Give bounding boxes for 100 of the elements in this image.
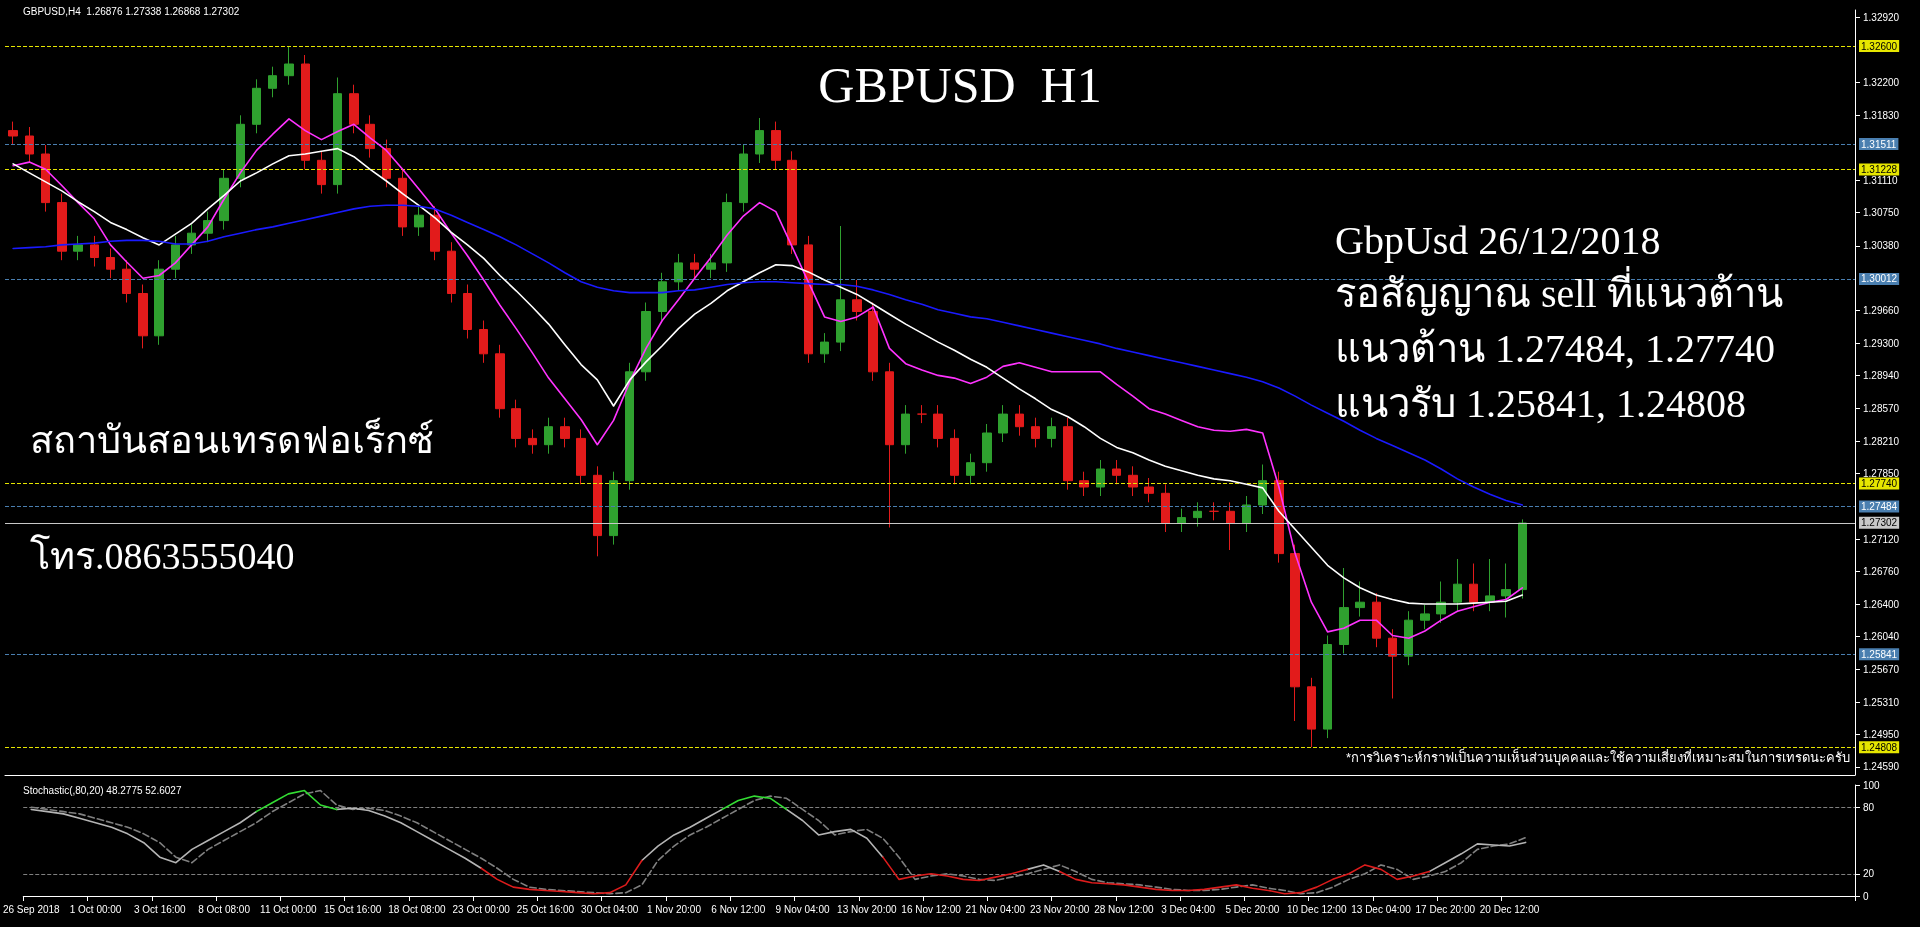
candlestick: [593, 465, 602, 557]
candlestick: [641, 302, 651, 382]
candlestick: [479, 320, 488, 364]
y-tick-label: 1.27850: [1863, 468, 1900, 479]
candlestick: [236, 114, 245, 188]
x-tick-label: 1 Nov 20:00: [647, 903, 702, 915]
annotation: โทร.0863555040: [30, 534, 295, 577]
y-tick-label: 1.26040: [1863, 630, 1900, 642]
candlestick: [1469, 563, 1478, 612]
annotation: *การวิเคราะห์กราฟเป็นความเห็นส่วนบุคคลและใช้ความเสี่ยงที่เหมาะสมในการเทรดนะครับ: [1345, 747, 1850, 766]
candlestick: [252, 78, 261, 134]
candlestick: [349, 84, 359, 134]
x-tick-label: 8 Oct 08:00: [198, 903, 251, 915]
candlestick: [447, 241, 456, 303]
candlestick: [73, 235, 83, 261]
x-tick-label: 1 Oct 00:00: [69, 903, 122, 915]
chart-title: Stochastic(,80,20) 48.2775 52.6027: [23, 784, 182, 796]
text: GBPUSD H1: [818, 57, 1102, 113]
x-tick-label: 5 Dec 20:00: [1225, 903, 1280, 915]
candlestick: [1209, 501, 1219, 521]
y-tick-label: 1.31830: [1863, 109, 1900, 121]
candlestick: [755, 117, 764, 164]
candlestick: [268, 66, 277, 98]
x-tick-label: 25 Oct 16:00: [516, 903, 575, 915]
candlestick: [674, 253, 683, 292]
candlestick: [106, 248, 115, 279]
candlestick: [1031, 417, 1040, 448]
x-tick-label: 16 Nov 12:00: [901, 903, 962, 915]
candlestick: [560, 417, 570, 448]
y-tick-label: 1.28940: [1863, 369, 1900, 381]
candlestick: [1226, 501, 1235, 551]
x-tick-label: 11 Oct 00:00: [260, 903, 318, 915]
candlestick: [511, 399, 521, 448]
candlestick: [1242, 495, 1251, 533]
x-tick-label: 13 Nov 20:00: [837, 903, 897, 915]
candlestick: [852, 279, 862, 321]
candlestick: [495, 344, 505, 419]
chart-subtitle: GBPUSD,H4 1.26876 1.27338 1.26868 1.27302: [23, 5, 240, 17]
candlestick: [1177, 508, 1186, 533]
x-tick-label: 23 Oct 00:00: [452, 903, 511, 915]
y-tick-label: 1.28570: [1863, 403, 1900, 415]
x-tick-label: 28 Nov 12:00: [1094, 903, 1155, 915]
candlestick: [966, 453, 975, 485]
candlestick: [1323, 635, 1332, 739]
candlestick: [950, 428, 959, 485]
y-tick-label: 1.30380: [1863, 240, 1900, 252]
candlestick: [1144, 477, 1154, 503]
y-tick-label: 1.25310: [1863, 696, 1900, 708]
candlestick: [528, 428, 537, 455]
candlestick: [1307, 677, 1316, 748]
x-tick-label: 17 Dec 20:00: [1415, 903, 1476, 915]
candlestick: [998, 404, 1008, 443]
x-tick-label: 10 Dec 12:00: [1286, 903, 1347, 915]
candlestick: [1339, 567, 1349, 654]
y-tick-label: 1.24950: [1863, 729, 1900, 740]
y-tick-label: 1.27120: [1863, 533, 1900, 545]
y-tick-label: 80: [1863, 801, 1875, 813]
candlestick: [868, 302, 878, 382]
y-tick-label: 0: [1863, 890, 1869, 902]
x-tick-label: 20 Dec 12:00: [1479, 903, 1540, 915]
candlestick: [1063, 417, 1073, 491]
candlestick: [90, 235, 99, 267]
candlestick: [317, 150, 326, 195]
annotation: สถาบันสอนเทรดฟอเร็กซ์: [30, 417, 434, 461]
annotation: รอสัญญาณ sell ที่แนวต้าน: [1335, 265, 1783, 316]
y-tick-label: 1.26760: [1863, 566, 1900, 578]
ref-line-label: 1.31511: [1861, 138, 1897, 150]
candlestick: [804, 235, 813, 364]
x-tick-label: 21 Nov 04:00: [965, 903, 1026, 915]
candlestick: [1518, 518, 1527, 600]
y-tick-label: 1.30750: [1863, 207, 1900, 218]
candlestick: [1501, 563, 1511, 618]
candlestick: [690, 253, 699, 279]
y-tick-label: 1.25670: [1863, 664, 1900, 676]
candlestick: [982, 423, 992, 473]
candlestick: [333, 77, 342, 195]
candlestick: [301, 54, 310, 170]
ref-line-label: 1.32600: [1861, 40, 1898, 52]
ref-line-label: 1.27484: [1861, 500, 1898, 512]
y-tick-label: 1.26400: [1863, 598, 1900, 610]
ref-line-label: 1.25841: [1861, 648, 1898, 660]
x-tick-label: 26 Sep 2018: [2, 903, 61, 915]
candlestick: [722, 193, 732, 273]
candlestick: [706, 253, 716, 279]
candlestick: [917, 404, 927, 424]
candlestick: [1079, 471, 1089, 497]
x-tick-label: 13 Dec 04:00: [1351, 903, 1412, 915]
y-tick-label: 1.24590: [1863, 761, 1900, 773]
y-tick-label: 1.32920: [1863, 11, 1900, 23]
candlestick: [1453, 558, 1462, 612]
candlestick: [1355, 581, 1365, 618]
x-tick-label: 9 Nov 04:00: [775, 903, 830, 915]
y-tick-label: 100: [1863, 779, 1881, 791]
ref-line-label: 1.24808: [1861, 741, 1898, 753]
candlestick: [398, 168, 407, 237]
y-tick-label: 1.28210: [1863, 435, 1900, 447]
x-tick-label: 15 Oct 16:00: [324, 903, 382, 915]
x-tick-label: 18 Oct 08:00: [388, 903, 446, 915]
candlestick: [57, 193, 67, 261]
candlestick: [625, 362, 634, 491]
